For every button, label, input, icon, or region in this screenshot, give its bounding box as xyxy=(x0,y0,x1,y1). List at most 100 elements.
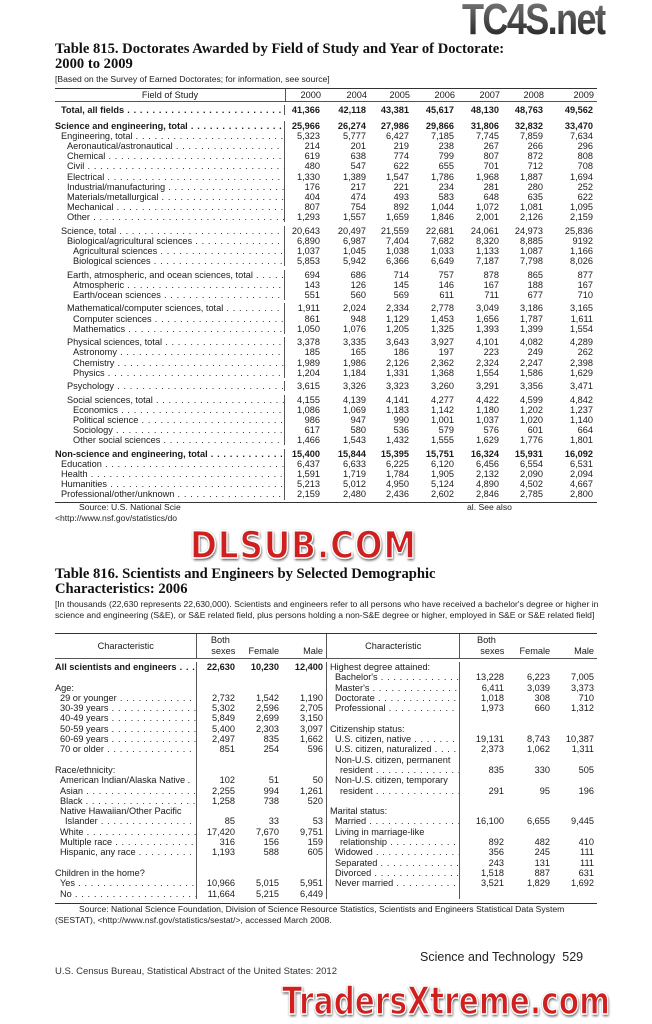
row-label: Astronomy xyxy=(55,347,285,358)
row-label xyxy=(327,713,460,724)
cell-value: 20,497 xyxy=(337,225,366,236)
table-row: Health 1,591 1,719 1,784 1,905 2,132 2,090 2,09… xyxy=(55,469,597,480)
cell-value: 167 xyxy=(483,279,499,290)
table-row: Social sciences, total 4,155 4,139 4,141 4,2… xyxy=(55,395,597,406)
cell-value xyxy=(197,868,238,878)
column-header-year: 2007 xyxy=(479,90,500,100)
row-label-text: Earth/ocean sciences xyxy=(73,290,284,300)
cell-value xyxy=(282,682,327,693)
row-label: Social sciences, total xyxy=(55,395,285,406)
cell-value xyxy=(507,713,553,723)
footer-page-number: 529 xyxy=(562,950,584,964)
cell-value: 3,049 xyxy=(476,303,499,314)
row-label-text: Black xyxy=(60,796,196,806)
table815-source-url: <http://www.nsf.gov/statistics/do xyxy=(55,513,178,523)
row-label: Islander xyxy=(55,816,197,827)
cell-value: 176 xyxy=(304,181,320,192)
cell-value: 5,951 xyxy=(282,878,327,889)
cell-value: 1,050 xyxy=(297,323,320,334)
cell-value: 6,411 xyxy=(481,682,504,693)
row-label: Children in the home? xyxy=(55,867,197,879)
cell-value: 7,634 xyxy=(570,131,593,142)
cell-value: 19,131 xyxy=(475,734,504,745)
cell-value: 677 xyxy=(527,289,543,300)
cell-value: 3,097 xyxy=(282,723,327,735)
row-label: Widowed xyxy=(327,847,460,858)
cell-value: 26,274 xyxy=(337,121,366,132)
cell-value: 8,026 xyxy=(570,255,593,266)
row-label: Mechanical xyxy=(55,201,285,212)
row-label-text: American Indian/Alaska Native . xyxy=(60,775,191,786)
cell-value xyxy=(197,672,238,682)
cell-value: 2,159 xyxy=(570,211,593,222)
cell-value: 3,039 xyxy=(527,682,550,693)
cell-value: 2,480 xyxy=(343,489,366,500)
cell-value: 2,699 xyxy=(256,713,279,724)
row-label: Age: xyxy=(55,682,197,693)
row-label-text: Never married xyxy=(335,878,459,888)
cell-value: 356 xyxy=(488,847,504,858)
row-label-text: Children in the home? xyxy=(55,867,145,878)
cell-value: 1,258 xyxy=(212,795,235,806)
cell-value: 5,215 xyxy=(256,888,279,899)
cell-value: 3,260 xyxy=(431,381,454,392)
table816-top-rule xyxy=(55,633,597,634)
row-group: Earth, atmospheric, and ocean sciences, … xyxy=(55,266,597,300)
cell-value xyxy=(197,755,238,765)
cell-value: 605 xyxy=(282,847,327,858)
cell-value: 1,062 xyxy=(527,744,550,755)
cell-value: 214 xyxy=(304,141,320,152)
cell-value: 3,323 xyxy=(386,381,409,392)
table816-bottom-rule xyxy=(55,902,597,904)
cell-value: 221 xyxy=(393,181,409,192)
table-row: Other social sciences 1,466 1,543 1,432 1,55… xyxy=(55,435,597,446)
row-group: Social sciences, total 4,155 4,139 4,141 4,2… xyxy=(55,391,597,446)
row-label-text: 30-39 years xyxy=(60,703,196,713)
cell-value: 2,398 xyxy=(570,357,593,368)
row-label: Education xyxy=(55,459,285,470)
row-label: Biological sciences xyxy=(55,255,285,266)
cell-value: 85 xyxy=(224,816,235,827)
cell-value: 1,659 xyxy=(386,211,409,222)
cell-value xyxy=(460,775,507,785)
row-label: Science and engineering, total xyxy=(55,121,285,132)
cell-value: 865 xyxy=(527,269,543,280)
cell-value: 16,092 xyxy=(564,449,593,460)
row-label: Yes xyxy=(55,878,197,889)
cell-value: 4,277 xyxy=(431,395,454,405)
cell-value: 2,247 xyxy=(520,357,543,368)
row-label-text: Non-science and engineering, total xyxy=(55,449,284,459)
table815-title: Table 815. Doctorates Awarded by Field o… xyxy=(55,42,504,72)
cell-value: 11,664 xyxy=(207,888,235,899)
row-label-text: Psychology xyxy=(67,381,284,391)
cell-value: 2,705 xyxy=(282,703,327,714)
row-label: 40-49 years xyxy=(55,713,197,724)
row-label: American Indian/Alaska Native . xyxy=(55,775,197,786)
table-row: Physics 1,204 1,184 1,331 1,368 1,554 1,586 1,6… xyxy=(55,367,597,378)
cell-value: 738 xyxy=(263,795,279,806)
cell-value: 4,950 xyxy=(386,479,409,490)
cell-value xyxy=(507,755,553,765)
cell-value xyxy=(282,806,327,817)
row-label: Chemistry xyxy=(55,357,285,368)
row-label: Earth, atmospheric, and ocean sciences, … xyxy=(55,269,285,280)
row-group: Non-science and engineering, total 15,400… xyxy=(55,445,597,500)
cell-value xyxy=(553,889,597,899)
column-header-year: 2006 xyxy=(434,90,455,100)
cell-value: 12,400 xyxy=(282,662,327,673)
cell-value: 808 xyxy=(577,151,593,162)
cell-value: 1,586 xyxy=(520,367,543,378)
cell-value: 5,323 xyxy=(297,131,320,142)
cell-value: 1,018 xyxy=(481,692,504,703)
cell-value: 701 xyxy=(483,161,499,172)
cell-value: 1,129 xyxy=(386,313,409,324)
row-label xyxy=(55,857,197,868)
table-row: Civil 480 547 622 655 701 712 708 xyxy=(55,161,597,172)
cell-value xyxy=(507,775,553,785)
cell-value: 4,502 xyxy=(520,479,543,490)
row-label-text: All scientists and engineers xyxy=(55,662,196,672)
cell-value: 1,331 xyxy=(386,367,409,378)
